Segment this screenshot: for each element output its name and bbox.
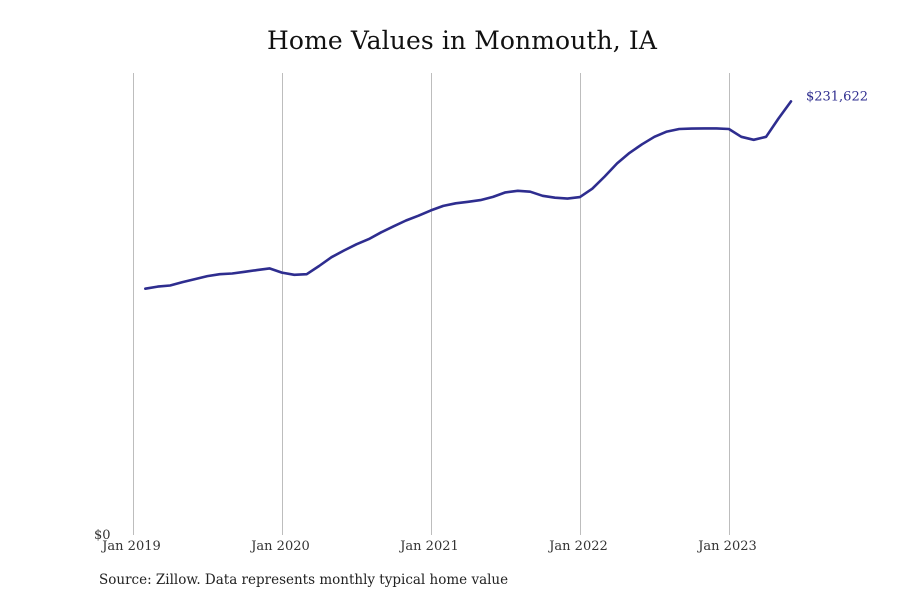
chart-title: Home Values in Monmouth, IA (267, 26, 657, 55)
home-value-line (144, 100, 793, 290)
x-tick-label: Jan 2019 (100, 539, 161, 554)
y-tick-label: $0 (94, 528, 111, 543)
latest-value-label: $231,622 (806, 89, 868, 104)
y-axis-ticks: $0 (94, 528, 111, 543)
x-tick-label: Jan 2020 (249, 539, 310, 554)
x-axis-ticks: Jan 2019 Jan 2020 Jan 2021 Jan 2022 Jan 2023 (100, 539, 757, 554)
x-tick-label: Jan 2022 (547, 539, 608, 554)
x-tick-label: Jan 2021 (398, 539, 459, 554)
source-note: Source: Zillow. Data represents monthly … (99, 572, 509, 588)
x-tick-label: Jan 2023 (696, 539, 757, 554)
gridlines (133, 73, 730, 535)
